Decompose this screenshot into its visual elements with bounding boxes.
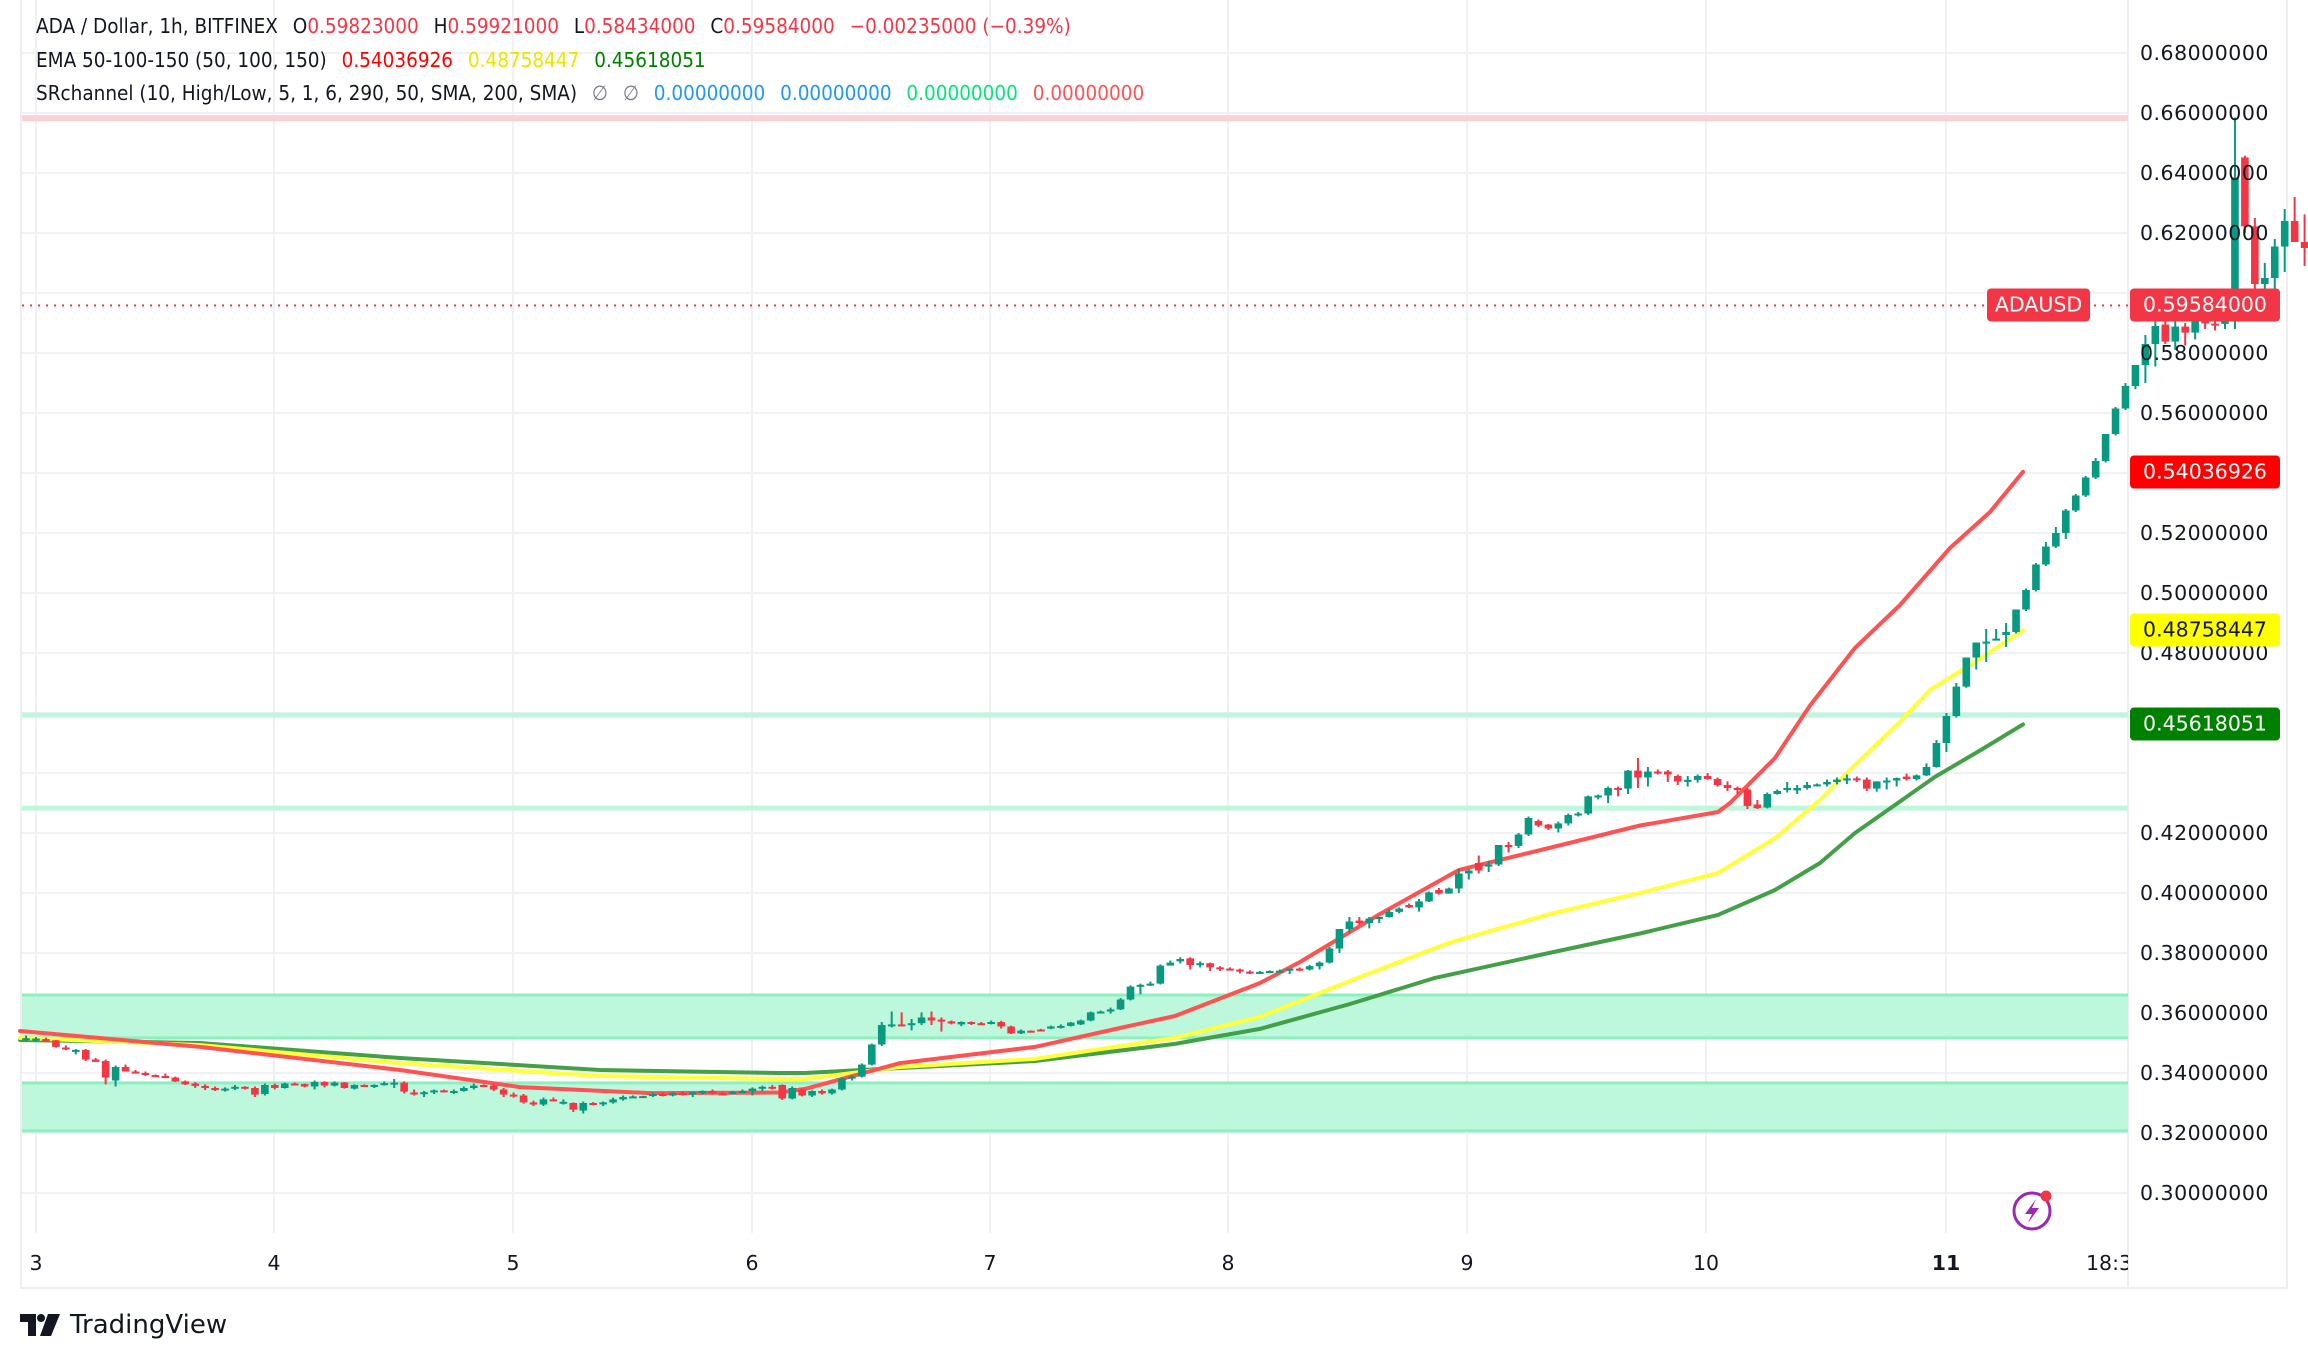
legend-symbol: ADA / Dollar, 1h, BITFINEX <box>36 14 278 38</box>
price-tick-label: 0.62000000 <box>2140 221 2269 245</box>
legend-ema-indicator[interactable]: EMA 50-100-150 (50, 100, 150) 0.54036926… <box>36 44 1153 78</box>
sr-zones <box>22 993 2128 1133</box>
ema100-price-tag: 0.48758447 <box>2130 613 2280 647</box>
tradingview-brand: TradingView <box>70 1310 228 1340</box>
time-tick-label: 9 <box>1460 1251 1474 1275</box>
legend-close-label: C <box>710 14 724 38</box>
time-tick-label: 7 <box>983 1251 997 1275</box>
legend-sr-empty-icon: ∅ <box>622 81 639 105</box>
legend-ema50-value: 0.54036926 <box>341 47 454 72</box>
legend-high-label: H <box>433 14 448 38</box>
time-tick-label: 10 <box>1692 1251 1720 1275</box>
legend-ema150-value: 0.45618051 <box>594 47 706 72</box>
legend-close-value: 0.59584000 <box>723 14 835 38</box>
legend-main-series[interactable]: ADA / Dollar, 1h, BITFINEX O0.59823000 H… <box>36 10 1153 44</box>
price-tick-label: 0.56000000 <box>2140 401 2269 425</box>
last-price-tag: 0.59584000 <box>2130 288 2280 322</box>
legend-sr-value: 0.00000000 <box>780 81 892 105</box>
price-tick-label: 0.38000000 <box>2140 941 2269 965</box>
ema150-price-tag: 0.45618051 <box>2130 707 2280 741</box>
price-tick-label: 0.40000000 <box>2140 881 2269 905</box>
legend-srchannel-indicator[interactable]: SRchannel (10, High/Low, 5, 1, 6, 290, 5… <box>36 77 1153 111</box>
price-tick-label: 0.32000000 <box>2140 1121 2269 1145</box>
legend-open-label: O <box>292 14 308 38</box>
legend-open-value: 0.59823000 <box>307 14 419 38</box>
legend-low-value: 0.58434000 <box>584 14 696 38</box>
legend-ohlc: O0.59823000 H0.59921000 L0.58434000 C0.5… <box>293 14 1080 38</box>
tradingview-logo-icon <box>20 1314 60 1336</box>
legend-sr-empty-icon: ∅ <box>591 81 608 105</box>
price-tick-label: 0.34000000 <box>2140 1061 2269 1085</box>
ema50-price-tag: 0.54036926 <box>2130 455 2280 489</box>
legend-low-label: L <box>573 14 585 38</box>
price-tick-label: 0.66000000 <box>2140 101 2269 125</box>
legend-sr-title: SRchannel (10, High/Low, 5, 1, 6, 290, 5… <box>36 81 578 105</box>
sr-lines <box>22 115 2128 811</box>
price-tick-label: 0.64000000 <box>2140 161 2269 185</box>
legend-high-value: 0.59921000 <box>447 14 559 38</box>
time-tick-label: 6 <box>745 1251 759 1275</box>
time-tick-label: 4 <box>267 1251 281 1275</box>
legend-sr-value: 0.00000000 <box>653 81 766 105</box>
price-tick-label: 0.52000000 <box>2140 521 2269 545</box>
last-price-symbol-tag: ADAUSD <box>1987 288 2090 322</box>
price-tick-label: 0.58000000 <box>2140 341 2269 365</box>
legend-ema100-value: 0.48758447 <box>467 47 580 72</box>
price-tick-label: 0.42000000 <box>2140 821 2269 845</box>
price-tick-label: 0.50000000 <box>2140 581 2269 605</box>
price-tick-label: 0.36000000 <box>2140 1001 2269 1025</box>
time-tick-label: 3 <box>29 1251 43 1275</box>
time-tick-label: 8 <box>1221 1251 1235 1275</box>
chart-legend: ADA / Dollar, 1h, BITFINEX O0.59823000 H… <box>36 10 1153 111</box>
time-tick-label: 11 <box>1931 1251 1961 1275</box>
lightning-alert-icon[interactable] <box>2012 1187 2056 1231</box>
candles <box>22 117 2308 1114</box>
time-tick-label: 18:3 <box>2086 1251 2128 1275</box>
legend-sr-value: 0.00000000 <box>906 81 1018 105</box>
price-tick-label: 0.30000000 <box>2140 1181 2269 1205</box>
chart-frame <box>20 0 2288 1289</box>
legend-change: −0.00235000 (−0.39%) <box>849 14 1071 38</box>
tradingview-logo[interactable]: TradingView <box>20 1310 227 1340</box>
price-tick-label: 0.68000000 <box>2140 41 2269 65</box>
legend-ema-title: EMA 50-100-150 (50, 100, 150) <box>36 47 327 72</box>
time-tick-label: 5 <box>506 1251 520 1275</box>
legend-sr-value: 0.00000000 <box>1032 81 1145 105</box>
